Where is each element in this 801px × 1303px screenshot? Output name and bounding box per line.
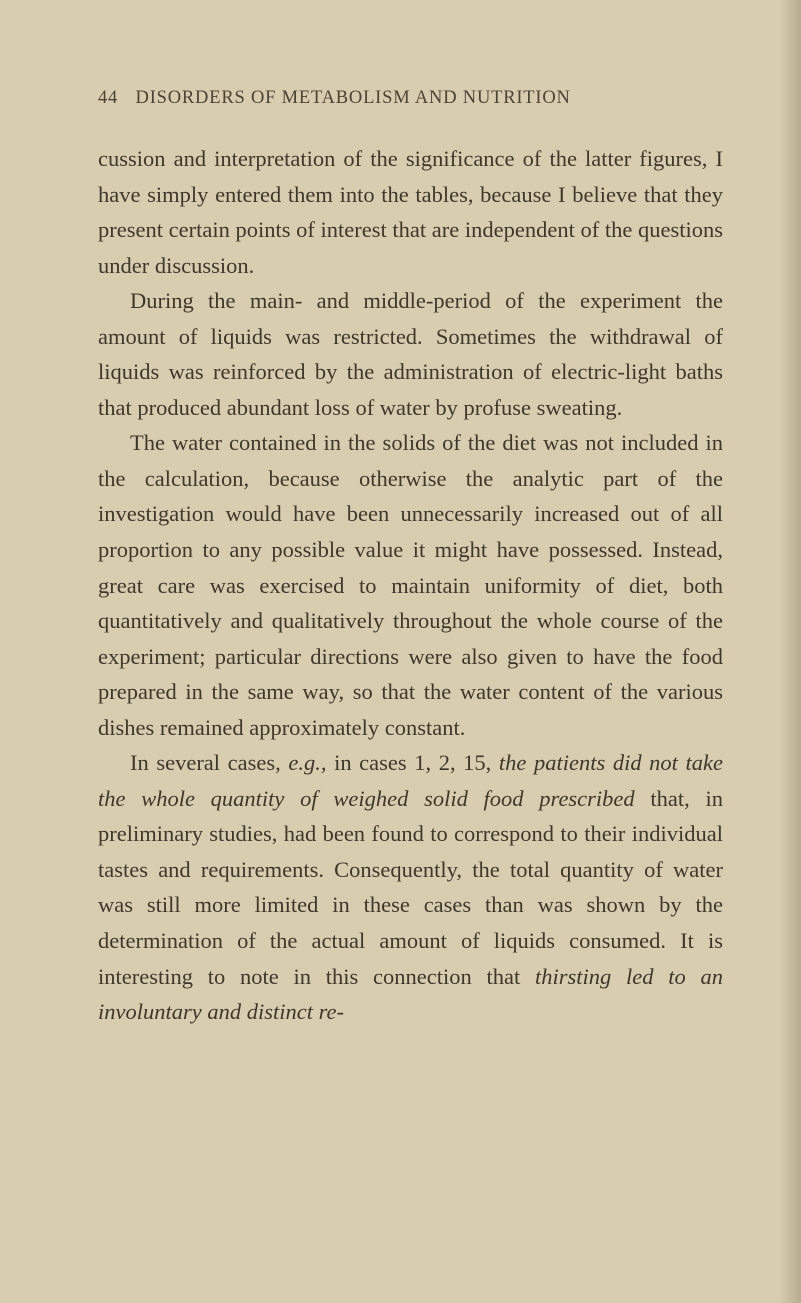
page-edge-shadow	[779, 0, 801, 1303]
paragraph-1: cussion and interpretation of the signif…	[98, 141, 723, 283]
paragraph-4: In several cases, e.g., in cases 1, 2, 1…	[98, 745, 723, 1029]
body-text: cussion and interpretation of the signif…	[98, 141, 723, 1030]
page-header: 44 DISORDERS OF METABOLISM AND NUTRITION	[98, 88, 723, 109]
body-text-span: cussion and interpretation of the signif…	[98, 146, 723, 278]
header-title: DISORDERS OF METABOLISM AND NUTRITION	[136, 88, 571, 108]
body-text-span: During the main- and middle-period of th…	[98, 288, 723, 420]
paragraph-2: During the main- and middle-period of th…	[98, 283, 723, 425]
book-page: 44 DISORDERS OF METABOLISM AND NUTRITION…	[0, 0, 801, 1303]
italic-text: e.g.,	[288, 750, 326, 775]
paragraph-3: The water contained in the solids of the…	[98, 425, 723, 745]
body-text-span: In several cases,	[130, 750, 288, 775]
body-text-span: in cases 1, 2, 15,	[326, 750, 498, 775]
body-text-span: that, in preliminary studies, had been f…	[98, 786, 723, 989]
page-number: 44	[98, 88, 118, 108]
body-text-span: The water contained in the solids of the…	[98, 430, 723, 739]
